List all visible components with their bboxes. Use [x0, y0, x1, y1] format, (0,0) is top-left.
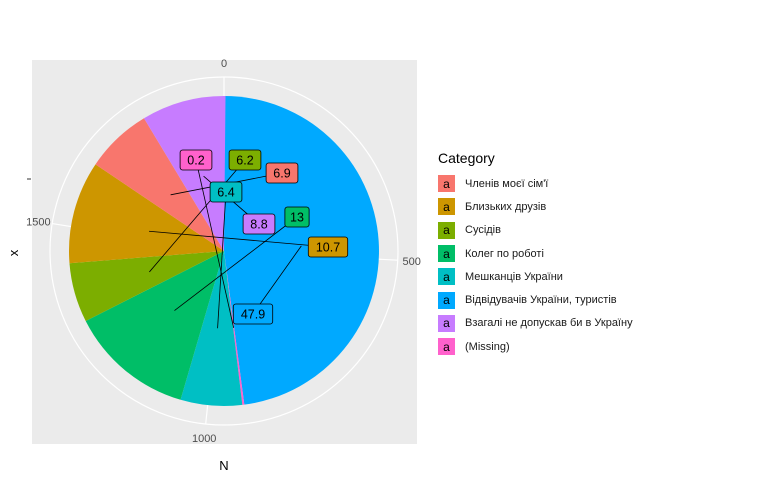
legend-title: Category — [438, 150, 495, 166]
legend-item: a Відвідувачів України, туристів — [438, 288, 633, 311]
slice-label-box — [179, 149, 213, 171]
legend-key-swatch: a — [438, 245, 455, 263]
slice-label: 0.2 — [187, 154, 204, 168]
label-leader — [174, 216, 298, 311]
pie-slice — [69, 164, 224, 264]
legend-item: a Мешканців України — [438, 265, 633, 288]
slice-label: 13 — [290, 211, 304, 225]
legend-key-swatch: a — [438, 338, 455, 356]
legend-key-swatch: a — [438, 268, 455, 286]
legend-items: a Членів моєї сім'ї a Близьких друзів a Сусід… — [438, 172, 633, 358]
slice-label-box — [228, 149, 262, 171]
slice-label: 6.2 — [236, 154, 253, 168]
slice-label-box — [284, 206, 310, 228]
pie-slice — [144, 96, 226, 252]
legend-label: Колег по роботі — [465, 247, 544, 260]
pie-slice — [224, 251, 245, 405]
slice-label: 47.9 — [241, 308, 265, 322]
legend-key-swatch: a — [438, 221, 455, 239]
slice-label-box — [265, 162, 299, 184]
legend-key-swatch: a — [438, 175, 455, 193]
label-leader — [195, 159, 235, 328]
legend-key-swatch: a — [438, 314, 455, 332]
radial-tick-label: 0 — [221, 58, 227, 70]
pie-slice — [85, 251, 224, 400]
legend-label: Сусідів — [465, 224, 501, 237]
slice-label-box — [209, 181, 243, 203]
legend-key-swatch: a — [438, 291, 455, 309]
legend-label: Членів моєї сім'ї — [465, 177, 549, 190]
legend-item: a Близьких друзів — [438, 195, 633, 218]
y-axis-title: x — [6, 249, 21, 256]
slice-label: 6.4 — [217, 186, 234, 200]
label-leader — [149, 159, 246, 273]
radial-tick-label: 1500 — [26, 216, 50, 228]
legend-label: Взагалі не допускав би в Україну — [465, 317, 633, 330]
slice-label-box — [232, 303, 274, 325]
slice-label-box — [242, 213, 276, 235]
label-leader — [217, 191, 227, 329]
slice-label: 10.7 — [316, 241, 340, 255]
legend: Category a Членів моєї сім'ї a Близьких дру… — [438, 150, 633, 358]
legend-item: a Взагалі не допускав би в Україну — [438, 312, 633, 335]
radial-ticks: 0 500 1000 1500 — [26, 58, 421, 445]
legend-item: a Членів моєї сім'ї — [438, 172, 633, 195]
x-axis-title: N — [219, 458, 228, 473]
pie-slice — [95, 118, 224, 252]
radial-tick-label: 500 — [403, 256, 421, 268]
radial-tick-label: 1000 — [192, 433, 216, 445]
pie-slice — [69, 251, 224, 321]
slice-labels: 47.9 0.2 6.4 13 6.2 10.7 6.9 8.8 — [179, 149, 349, 325]
slice-label-box — [307, 236, 349, 258]
label-leader — [252, 245, 302, 315]
legend-key-swatch: a — [438, 198, 455, 216]
pie-slice — [180, 251, 243, 406]
slice-label: 8.8 — [250, 218, 267, 232]
legend-label: (Missing) — [465, 340, 510, 353]
pie-slices — [69, 96, 379, 406]
legend-label: Відвідувачів України, туристів — [465, 294, 617, 307]
slice-label: 6.9 — [273, 167, 290, 181]
legend-label: Близьких друзів — [465, 200, 547, 213]
pie-slice — [224, 96, 379, 405]
legend-item: a Колег по роботі — [438, 242, 633, 265]
legend-label: Мешканців України — [465, 270, 563, 283]
legend-item: a Сусідів — [438, 219, 633, 242]
legend-item: a (Missing) — [438, 335, 633, 358]
label-leader — [149, 230, 329, 248]
